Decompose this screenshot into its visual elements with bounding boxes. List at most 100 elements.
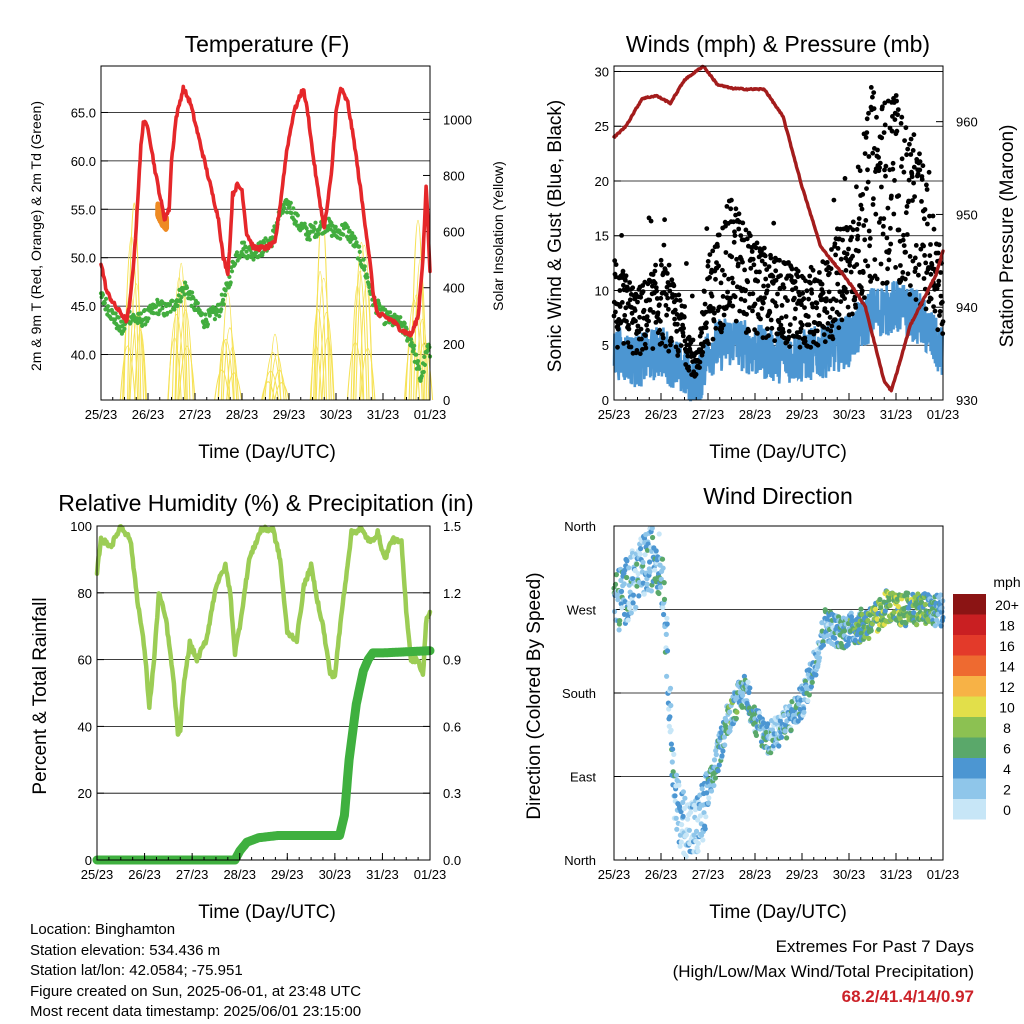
dewpoint-point xyxy=(377,303,382,308)
direction-point xyxy=(628,610,634,616)
gust-point xyxy=(651,310,656,315)
direction-point xyxy=(667,685,674,691)
gust-point xyxy=(697,359,703,365)
gust-point xyxy=(866,154,872,159)
direction-point xyxy=(670,746,676,752)
dewpoint-point xyxy=(219,292,224,297)
direction-point xyxy=(715,768,721,774)
gust-point xyxy=(710,248,716,254)
gust-point xyxy=(662,217,667,223)
gust-point xyxy=(793,285,799,291)
gust-point xyxy=(700,343,706,349)
gust-point xyxy=(835,246,841,251)
gust-point xyxy=(653,320,659,325)
gust-point xyxy=(642,341,648,347)
gust-point xyxy=(936,282,941,288)
gust-point xyxy=(903,249,908,255)
gust-point xyxy=(624,318,629,324)
gust-point xyxy=(922,253,927,258)
gust-point xyxy=(879,184,884,190)
direction-point xyxy=(758,739,765,745)
gust-point xyxy=(788,274,794,279)
gust-point xyxy=(700,349,706,355)
gust-point xyxy=(653,285,659,290)
dewpoint-point xyxy=(106,308,111,313)
gust-point xyxy=(848,269,854,275)
direction-point xyxy=(858,606,864,612)
direction-point xyxy=(753,732,760,739)
gust-point xyxy=(711,318,717,324)
gust-point xyxy=(799,302,804,308)
gust-point xyxy=(762,261,768,267)
gust-point xyxy=(762,253,768,259)
temperature-y2tick-label: 800 xyxy=(443,168,465,183)
gust-point xyxy=(663,292,669,297)
gust-point xyxy=(765,283,771,289)
gust-point xyxy=(827,314,833,320)
gust-point xyxy=(889,128,895,134)
gust-point xyxy=(689,293,695,299)
dewpoint-point xyxy=(417,366,422,371)
gust-point xyxy=(686,367,692,373)
gust-point xyxy=(630,285,636,291)
gust-point xyxy=(637,351,643,357)
gust-point xyxy=(758,316,763,322)
dewpoint-point xyxy=(217,314,222,319)
gust-point xyxy=(873,211,879,217)
humidity-ytick-label: 0 xyxy=(85,853,92,868)
gust-point xyxy=(828,328,834,334)
gust-point xyxy=(863,218,869,223)
gust-point xyxy=(801,296,807,302)
direction-point xyxy=(664,673,670,679)
gust-point xyxy=(881,130,887,136)
gust-point xyxy=(690,337,696,343)
direction-point xyxy=(711,757,718,763)
gust-point xyxy=(860,192,866,197)
gust-point xyxy=(711,306,716,311)
gust-point xyxy=(673,297,679,303)
gust-point xyxy=(911,164,917,170)
direction-point xyxy=(911,610,917,616)
gust-point xyxy=(866,110,871,116)
gust-point xyxy=(758,295,764,300)
direction-point xyxy=(763,729,769,736)
direction-point xyxy=(672,793,678,799)
gust-point xyxy=(909,174,915,180)
gust-point xyxy=(740,220,746,226)
gust-point xyxy=(913,243,919,248)
gust-point xyxy=(777,257,782,263)
temperature-ytick-label: 50.0 xyxy=(71,251,96,266)
dewpoint-point xyxy=(333,224,338,229)
gust-point xyxy=(831,197,837,203)
temp-2m-line xyxy=(99,84,432,338)
gust-point xyxy=(842,296,847,301)
direction-point xyxy=(647,569,653,575)
gust-point xyxy=(716,263,721,269)
gust-point xyxy=(765,326,770,332)
gust-point xyxy=(879,135,885,141)
solar-insolation-trace xyxy=(318,311,335,401)
gust-point xyxy=(856,221,862,227)
gust-point xyxy=(919,199,924,204)
gust-point xyxy=(665,295,671,301)
gust-point xyxy=(786,334,792,340)
colorbar-label: 14 xyxy=(999,659,1015,675)
gust-point xyxy=(903,210,909,216)
gust-point xyxy=(908,283,913,288)
gust-point xyxy=(882,167,887,173)
dewpoint-point xyxy=(182,292,187,297)
solar-insolation-trace xyxy=(315,278,332,401)
winds-ylabel-right: Station Pressure (Maroon) xyxy=(997,125,1018,348)
gust-point xyxy=(821,332,827,337)
dewpoint-point xyxy=(295,213,300,218)
gust-point xyxy=(830,336,836,342)
direction-point xyxy=(691,832,697,838)
gust-point xyxy=(744,236,750,242)
solar-insolation-trace xyxy=(175,279,191,401)
gust-point xyxy=(748,233,753,239)
direction-point xyxy=(858,630,864,636)
gust-point xyxy=(865,179,871,185)
gust-point xyxy=(761,245,767,251)
gust-point xyxy=(828,266,834,272)
solar-insolation-trace xyxy=(134,329,148,401)
